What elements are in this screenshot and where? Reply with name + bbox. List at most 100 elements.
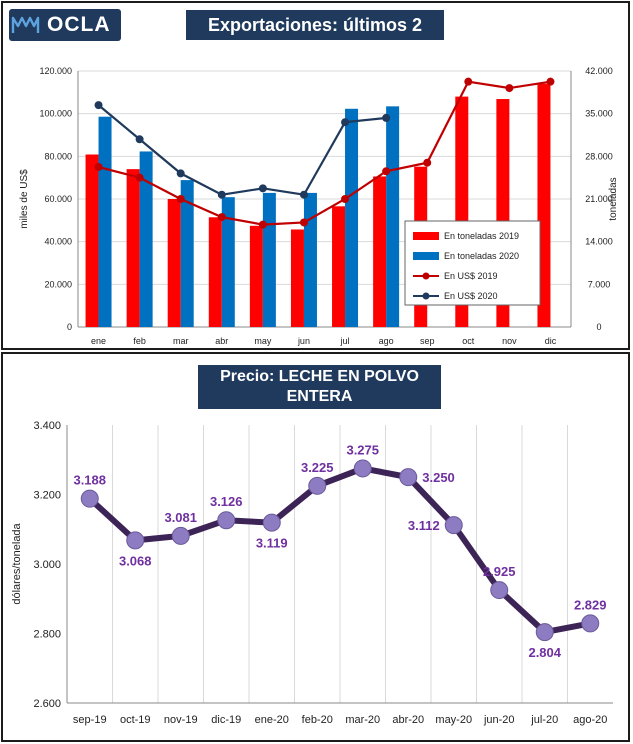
- price-point: [80, 489, 99, 508]
- x-tick-label: jun-20: [483, 714, 515, 726]
- x-tick-label: oct-19: [120, 714, 151, 726]
- y2-tick-label: 35.000: [585, 109, 613, 119]
- data-label: 3.112: [408, 518, 440, 533]
- point-usd-2020: [94, 101, 103, 110]
- bar-toneladas-2020: [221, 197, 235, 327]
- line-usd-2020: [97, 104, 387, 196]
- y-tick-label: 2.800: [33, 629, 61, 641]
- exports-chart: 0 20.000 40.000 60.000 80.000 100.000 120.000 0…: [19, 66, 619, 346]
- price-point: [353, 459, 372, 478]
- price-point: [126, 531, 145, 550]
- x-tick-label: dic-19: [211, 714, 241, 726]
- y2-tick-label: 14.000: [585, 237, 613, 247]
- x-tick-label: oct: [462, 336, 475, 346]
- bar-toneladas-2020: [386, 106, 400, 327]
- data-label: 3.119: [256, 536, 288, 551]
- x-tick-label: abr: [215, 336, 228, 346]
- ocla-logo: OCLA: [9, 9, 121, 41]
- bar-toneladas-2020: [303, 192, 317, 327]
- data-label: 3.068: [119, 553, 152, 568]
- legend-swatch: [413, 252, 439, 260]
- x-tick-label: ago-20: [573, 714, 607, 726]
- legend-marker: [422, 292, 430, 300]
- y-tick-label: 120.000: [39, 66, 72, 76]
- x-tick-label: sep-19: [73, 714, 107, 726]
- price-title-line1: Precio: LECHE EN POLVO ENTERA: [220, 368, 419, 405]
- point-usd-2019: [382, 167, 391, 176]
- point-usd-2020: [341, 118, 350, 127]
- point-usd-2019: [299, 218, 308, 227]
- point-usd-2019: [423, 158, 432, 167]
- y-tick-label: 3.000: [33, 559, 61, 571]
- y2-tick-label: 0: [596, 322, 601, 332]
- x-tick-label: ago: [379, 336, 394, 346]
- point-usd-2020: [135, 135, 144, 144]
- x-tick-label: mar-20: [345, 714, 380, 726]
- price-point: [535, 623, 554, 642]
- data-label: 3.275: [346, 442, 379, 457]
- logo-text: OCLA: [47, 13, 111, 36]
- point-usd-2019: [176, 195, 185, 203]
- y2-tick-label: 28.000: [585, 151, 613, 161]
- bar-toneladas-2020: [262, 192, 276, 327]
- price-panel: Precio: LECHE EN POLVO ENTERA 04.02.21.1…: [1, 352, 630, 742]
- point-usd-2019: [258, 220, 267, 229]
- y-tick-label: 80.000: [44, 151, 72, 161]
- y-tick-label: 100.000: [39, 109, 72, 119]
- point-usd-2019: [341, 195, 350, 203]
- bar-toneladas-2020: [180, 180, 194, 327]
- price-chart: 2.600 2.800 3.000 3.200 3.400 dólares/tonelad…: [11, 420, 613, 726]
- y-axis-label: miles de US$: [19, 169, 30, 229]
- point-usd-2019: [505, 84, 514, 93]
- x-tick-label: nov-19: [164, 714, 198, 726]
- price-point: [444, 516, 463, 535]
- y-tick-label: 3.400: [33, 420, 61, 432]
- exports-chart-title: Exportaciones: últimos 2 años: [186, 10, 444, 65]
- y-tick-label: 3.200: [33, 490, 61, 502]
- price-point: [490, 581, 509, 600]
- x-tick-label: feb-20: [302, 714, 333, 726]
- line-usd-2019: [98, 80, 551, 226]
- bar-toneladas-2019: [208, 217, 222, 327]
- x-tick-label: dic: [545, 336, 557, 346]
- point-usd-2019: [546, 77, 555, 86]
- bar-toneladas-2020: [345, 108, 359, 328]
- point-usd-2020: [258, 184, 267, 193]
- x-tick-label: abr-20: [392, 714, 424, 726]
- legend-label: En US$ 2019: [444, 271, 498, 281]
- legend-label: En US$ 2020: [444, 291, 498, 301]
- y2-axis-label: toneladas: [608, 177, 619, 220]
- data-label: 2.829: [574, 597, 607, 612]
- x-tick-label: may-20: [435, 714, 472, 726]
- bar-toneladas-2020: [139, 151, 153, 327]
- price-point: [581, 614, 600, 633]
- x-tick-label: nov: [502, 336, 517, 346]
- bar-toneladas-2019: [537, 83, 551, 327]
- bar-toneladas-2019: [373, 176, 387, 327]
- data-label: 3.225: [301, 460, 334, 475]
- price-point: [308, 476, 327, 495]
- bar-toneladas-2019: [290, 229, 304, 327]
- point-usd-2020: [217, 190, 226, 199]
- point-usd-2019: [135, 173, 144, 182]
- x-tick-label: ene: [91, 336, 106, 346]
- x-tick-label: ene-20: [255, 714, 289, 726]
- y-axis-label: dólares/tonelada: [11, 522, 23, 604]
- legend: En toneladas 2019 En toneladas 2020 En US$…: [404, 220, 541, 306]
- price-title-line2: 04.02.21.10.900M: [255, 408, 384, 425]
- point-usd-2019: [217, 213, 226, 222]
- y-tick-label: 2.600: [33, 698, 61, 710]
- y-tick-label: 40.000: [44, 237, 72, 247]
- point-usd-2019: [464, 77, 473, 86]
- legend-label: En toneladas 2019: [444, 231, 519, 241]
- price-point: [217, 511, 236, 530]
- data-label: 3.126: [210, 494, 243, 509]
- bar-toneladas-2019: [126, 169, 140, 327]
- point-usd-2020: [299, 190, 308, 199]
- y2-tick-label: 7.000: [588, 279, 611, 289]
- x-tick-label: jul-20: [530, 714, 558, 726]
- legend-marker: [422, 272, 430, 280]
- exports-panel: OCLA Exportaciones: últimos 2 años 0 20.0…: [1, 1, 630, 350]
- price-point: [399, 468, 418, 487]
- data-label: 3.081: [164, 510, 197, 525]
